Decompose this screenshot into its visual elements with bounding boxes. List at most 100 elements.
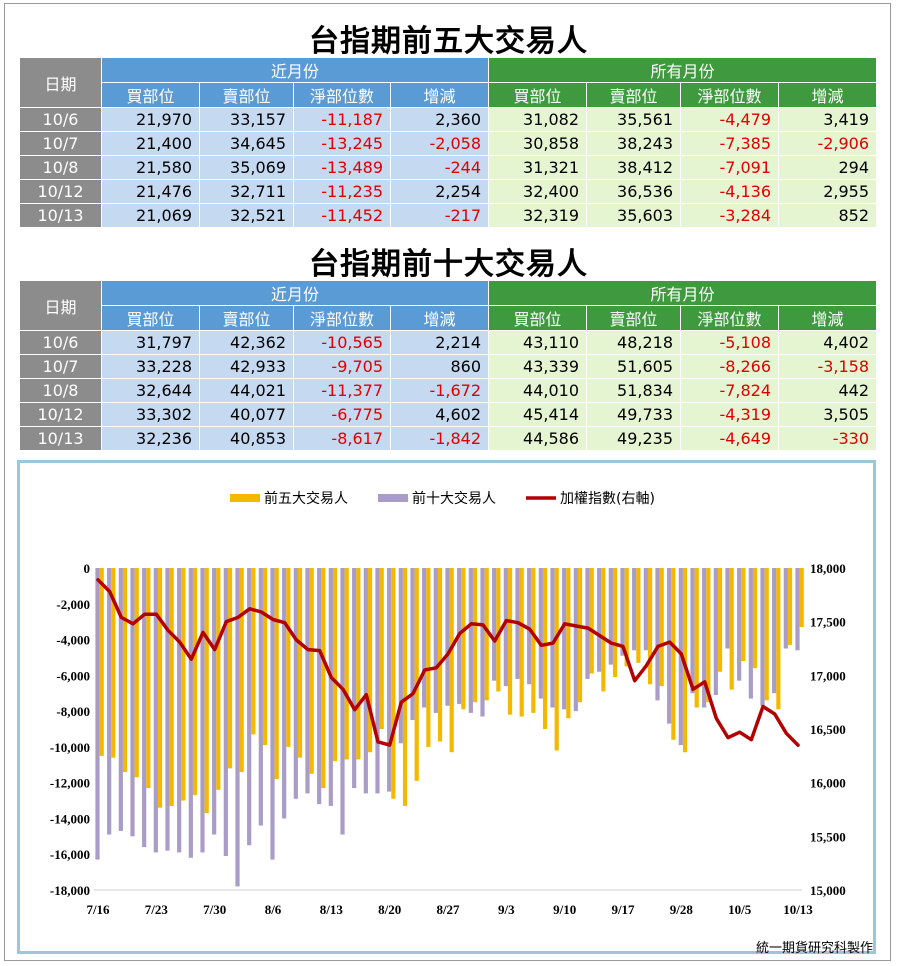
- top5-bar: [414, 568, 419, 781]
- table-cell: 42,362: [199, 330, 294, 355]
- table-cell: 38,412: [586, 155, 682, 180]
- table-cell: 3,505: [778, 402, 878, 427]
- top5-bar: [542, 568, 548, 729]
- x-tick-label: 10/13: [783, 902, 813, 917]
- column-header: 賣部位: [586, 82, 682, 108]
- table-cell: -3,284: [680, 203, 780, 228]
- table-cell: 40,853: [199, 426, 294, 451]
- table-cell: -8,266: [680, 354, 780, 379]
- top5-bar: [367, 568, 373, 753]
- top5-bar: [169, 568, 174, 806]
- top5-bar: [286, 568, 291, 747]
- all-month-header: 所有月份: [488, 280, 878, 306]
- top10-bar: [643, 568, 648, 651]
- top5-bar: [752, 568, 758, 669]
- top10-bar: [340, 568, 345, 835]
- row-date: 10/12: [19, 179, 102, 204]
- table-cell: 42,933: [199, 354, 294, 379]
- top5-bar: [484, 568, 489, 701]
- table-cell: 32,521: [199, 203, 294, 228]
- top10-bar: [550, 568, 555, 708]
- top5-bar: [321, 568, 326, 789]
- column-header: 賣部位: [199, 82, 294, 108]
- table-cell: 44,021: [199, 378, 294, 403]
- table-cell: 48,218: [586, 330, 682, 355]
- right-tick-label: 15,500: [810, 829, 846, 844]
- top10-bar: [375, 568, 380, 794]
- row-date: 10/7: [19, 354, 102, 379]
- table-cell: 852: [778, 203, 878, 228]
- table-cell: 36,536: [586, 179, 682, 204]
- table-cell: 31,082: [488, 107, 588, 132]
- right-tick-label: 16,500: [810, 722, 846, 737]
- table-cell: 45,414: [488, 402, 588, 427]
- top10-bar: [387, 568, 392, 792]
- table-cell: 21,476: [101, 179, 200, 204]
- table-cell: -11,235: [293, 179, 391, 204]
- top10-bar: [317, 568, 322, 805]
- top5-table: 日期 近月份 所有月份 買部位 賣部位 淨部位數 增減 買部位 賣部位 淨部位數 增減 10/…: [19, 57, 878, 228]
- top10-bar: [713, 568, 718, 696]
- credit-text: 統一期貨研究科製作: [755, 941, 873, 956]
- table-cell: 51,834: [586, 378, 682, 403]
- top5-bar: [239, 568, 244, 772]
- table-cell: -11,187: [293, 107, 391, 132]
- top10-bar: [223, 568, 228, 857]
- top10-bar: [620, 568, 625, 656]
- row-date: 10/13: [19, 203, 102, 228]
- top10-bar: [468, 568, 473, 713]
- table-cell: -4,319: [680, 402, 780, 427]
- column-header: 淨部位數: [680, 305, 780, 331]
- top5-bar: [472, 568, 478, 703]
- table-cell: 31,797: [101, 330, 200, 355]
- top10-bar: [573, 568, 578, 712]
- top10-bar: [410, 568, 415, 721]
- table-cell: -3,158: [778, 354, 878, 379]
- top5-bar: [612, 568, 618, 678]
- table-row: 10/12 33,302 40,077 -6,775 4,602 45,414 49,733…: [19, 402, 878, 427]
- table-cell: 43,339: [488, 354, 588, 379]
- row-date: 10/12: [19, 402, 102, 427]
- top5-bar: [297, 568, 303, 758]
- table-cell: 2,254: [389, 179, 490, 204]
- table-cell: -4,479: [680, 107, 780, 132]
- top10-bar: [480, 568, 485, 717]
- table-cell: -1,672: [389, 378, 490, 403]
- right-tick-label: 15,000: [810, 883, 846, 898]
- x-tick-label: 7/16: [86, 902, 110, 917]
- index-line: [96, 578, 800, 747]
- table-cell: 35,561: [586, 107, 682, 132]
- x-tick-label: 9/28: [670, 902, 694, 917]
- table-row: 10/13 21,069 32,521 -11,452 -217 32,319 35,603…: [19, 203, 878, 228]
- column-header: 增減: [389, 82, 490, 108]
- legend-swatch-top5: [230, 494, 260, 502]
- column-header: 淨部位數: [293, 82, 391, 108]
- table-cell: 442: [778, 378, 878, 403]
- table-cell: 34,645: [199, 131, 294, 156]
- table-cell: 33,302: [101, 402, 200, 427]
- top5-bar: [496, 568, 501, 692]
- column-header: 增減: [778, 82, 878, 108]
- top5-bar: [426, 568, 431, 747]
- table-cell: 32,644: [101, 378, 200, 403]
- top5-bar: [741, 568, 746, 662]
- top10-bar: [597, 568, 602, 672]
- table-cell: 294: [778, 155, 878, 180]
- table-cell: -13,245: [293, 131, 391, 156]
- top5-bar: [227, 568, 233, 769]
- table-cell: 40,077: [199, 402, 294, 427]
- top5-bar: [577, 568, 583, 703]
- top5-bar: [729, 568, 734, 690]
- top5-bar: [764, 568, 769, 701]
- right-tick-label: 16,000: [810, 776, 846, 791]
- table-cell: -5,108: [680, 330, 780, 355]
- top10-bar: [293, 568, 298, 799]
- top10-bar: [142, 568, 147, 848]
- top10-bar: [95, 568, 100, 860]
- left-tick-label: -14,000: [50, 811, 90, 826]
- top5-bar: [706, 568, 711, 703]
- legend-label-top5: 前五大交易人: [264, 490, 348, 507]
- table-cell: -1,842: [389, 426, 490, 451]
- table-cell: 35,603: [586, 203, 682, 228]
- table-cell: 44,010: [488, 378, 588, 403]
